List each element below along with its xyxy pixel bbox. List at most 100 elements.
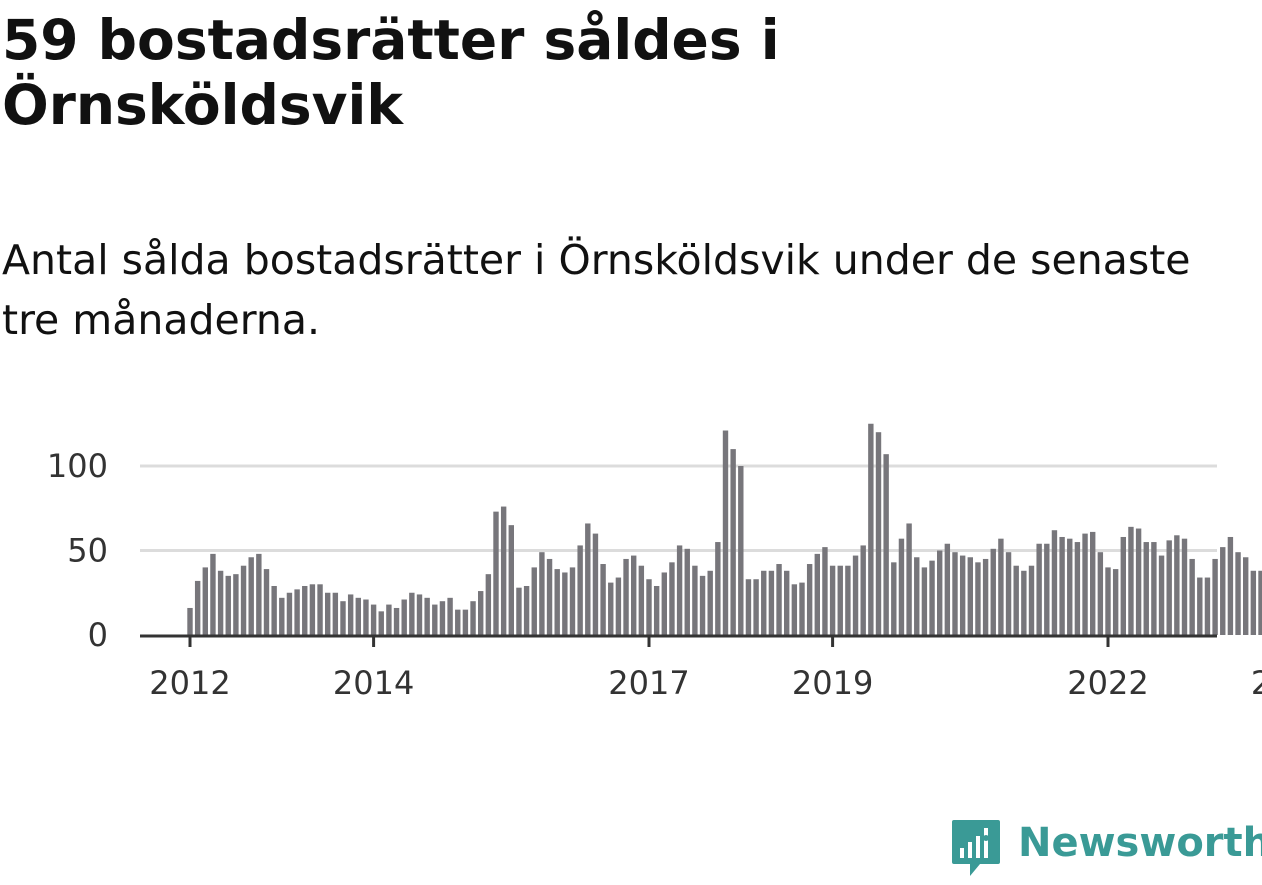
bar bbox=[493, 511, 499, 635]
bar bbox=[263, 569, 270, 635]
bar bbox=[806, 564, 813, 635]
bar bbox=[439, 601, 446, 635]
bar bbox=[1174, 535, 1180, 635]
bar bbox=[860, 545, 866, 635]
bar bbox=[1013, 565, 1019, 635]
bar bbox=[240, 565, 247, 635]
page-title: 59 bostadsrätter såldes i Örnsköldsvik bbox=[2, 8, 780, 137]
bar bbox=[455, 609, 461, 635]
bar bbox=[1135, 528, 1142, 635]
bar bbox=[1105, 567, 1111, 635]
bar bbox=[608, 582, 614, 635]
bar bbox=[1090, 531, 1096, 635]
bar bbox=[1204, 577, 1211, 635]
bar bbox=[325, 592, 331, 635]
bar bbox=[699, 575, 706, 635]
bar bbox=[294, 589, 300, 635]
bar bbox=[485, 574, 492, 635]
bar bbox=[829, 565, 836, 635]
bar bbox=[776, 564, 782, 635]
bar bbox=[1189, 558, 1195, 635]
bar bbox=[194, 580, 201, 635]
bar bbox=[386, 604, 392, 635]
bar bbox=[1181, 538, 1188, 635]
bar bbox=[1212, 558, 1218, 635]
bar bbox=[546, 558, 553, 635]
bar bbox=[631, 555, 637, 635]
bar bbox=[1197, 577, 1203, 635]
bar bbox=[340, 601, 346, 635]
bar bbox=[998, 538, 1004, 635]
bar bbox=[814, 553, 820, 635]
bar bbox=[225, 575, 231, 635]
bar bbox=[653, 585, 660, 635]
bar bbox=[1036, 543, 1042, 635]
bar bbox=[416, 594, 423, 635]
bar bbox=[1005, 552, 1012, 635]
bar bbox=[1059, 536, 1065, 635]
bar bbox=[822, 547, 828, 635]
bar bbox=[868, 423, 874, 635]
bar bbox=[1021, 570, 1027, 635]
bar bbox=[1220, 547, 1226, 635]
bar bbox=[401, 599, 407, 635]
bar bbox=[1067, 538, 1073, 635]
bar bbox=[1235, 552, 1241, 635]
x-tick-label: 2024 bbox=[1251, 664, 1262, 700]
bar bbox=[554, 569, 560, 635]
x-tick-label: 2014 bbox=[333, 664, 414, 700]
bar bbox=[233, 574, 239, 635]
x-tick-label: 2022 bbox=[1067, 664, 1148, 700]
bar bbox=[768, 570, 775, 635]
brand-name: Newsworthy bbox=[1018, 820, 1262, 866]
bar bbox=[577, 545, 583, 635]
bar bbox=[845, 565, 851, 635]
bar bbox=[539, 552, 545, 635]
bar bbox=[837, 565, 843, 635]
bar bbox=[1143, 542, 1149, 635]
bar bbox=[516, 587, 522, 635]
bar bbox=[1074, 542, 1081, 635]
bar bbox=[347, 594, 354, 635]
bar bbox=[286, 592, 293, 635]
bar bbox=[370, 604, 377, 635]
bar bbox=[684, 548, 690, 635]
y-tick-label: 50 bbox=[67, 532, 108, 570]
bar bbox=[730, 449, 736, 635]
bar bbox=[1112, 569, 1119, 635]
bar bbox=[615, 577, 622, 635]
chart-subtitle: Antal sålda bostadsrätter i Örnsköldsvik… bbox=[2, 236, 1191, 344]
bar bbox=[875, 432, 882, 635]
bar bbox=[1044, 543, 1050, 635]
bar bbox=[761, 570, 767, 635]
bar bbox=[317, 584, 323, 635]
bar bbox=[982, 558, 989, 635]
bar bbox=[248, 557, 254, 635]
bar bbox=[393, 607, 400, 635]
bar bbox=[592, 533, 599, 635]
bar bbox=[715, 542, 721, 635]
bar bbox=[202, 567, 208, 635]
bar bbox=[638, 565, 645, 635]
bar bbox=[600, 564, 606, 635]
bar bbox=[676, 545, 683, 635]
bar bbox=[279, 597, 285, 635]
bar bbox=[1128, 526, 1134, 635]
bar bbox=[791, 584, 798, 635]
y-tick-label: 100 bbox=[47, 447, 108, 485]
bar bbox=[669, 562, 675, 635]
bar bbox=[1082, 533, 1088, 635]
bar-chart: 05010020122014201720192022202459 bbox=[47, 423, 1262, 700]
bar bbox=[585, 523, 591, 635]
bar bbox=[1166, 540, 1172, 635]
bar bbox=[569, 567, 576, 635]
newsworthy-logo-icon bbox=[952, 820, 1000, 876]
bar bbox=[1158, 555, 1165, 635]
bar bbox=[378, 611, 384, 635]
bar bbox=[1227, 536, 1234, 635]
bar bbox=[409, 592, 415, 635]
bar bbox=[332, 592, 339, 635]
bar bbox=[914, 557, 920, 635]
bar bbox=[661, 572, 667, 635]
bar bbox=[1250, 570, 1257, 635]
